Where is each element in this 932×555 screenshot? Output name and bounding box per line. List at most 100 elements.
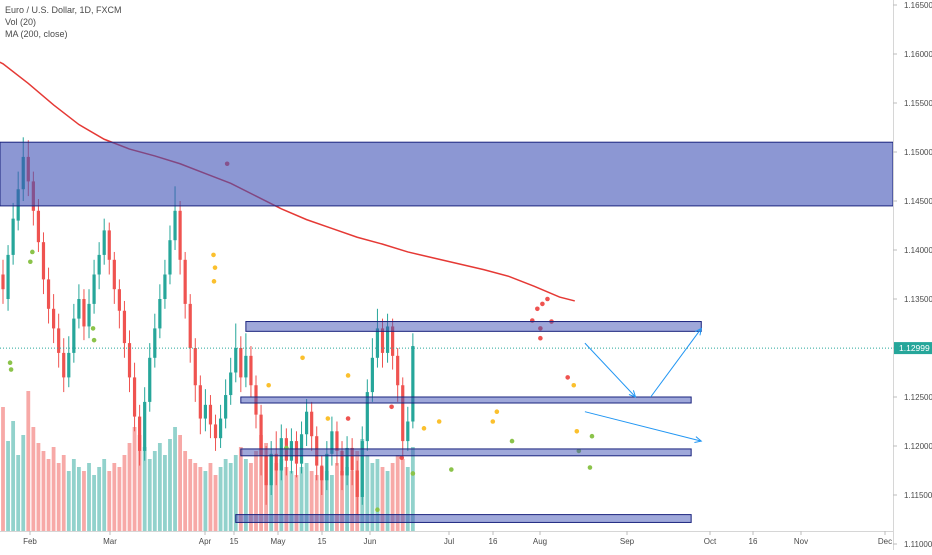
candle-body <box>380 328 385 353</box>
volume-bar <box>122 455 127 531</box>
candle-body <box>345 447 349 476</box>
volume-bar <box>208 463 213 531</box>
volume-bar <box>284 467 289 531</box>
candle <box>274 431 278 486</box>
signal-dot-red <box>545 296 550 302</box>
volume-bar <box>294 475 299 531</box>
volume-bar <box>71 459 76 531</box>
volume-bar <box>370 463 375 531</box>
volume-bar <box>314 475 319 531</box>
time-tick-label: Aug <box>533 537 547 546</box>
candle-body <box>320 465 324 481</box>
volume-bar <box>335 463 339 531</box>
signal-dot-red <box>345 416 351 421</box>
candle-body <box>385 326 390 353</box>
volume-bar <box>41 451 46 531</box>
candle <box>350 438 354 486</box>
price-axis[interactable]: 1.16500 1.16000 1.15500 1.15000 1.14500 1.140… <box>893 1 932 549</box>
candle-body <box>330 431 334 454</box>
signal-dot-yellow <box>211 279 217 284</box>
candle-body <box>132 377 137 417</box>
volume-bar <box>380 467 385 531</box>
volume-bar <box>299 467 304 531</box>
time-tick-label: Nov <box>794 537 808 546</box>
candle-body <box>122 310 127 344</box>
volume-bar <box>289 471 294 531</box>
signal-dot-green <box>509 438 515 444</box>
signal-dot-green <box>587 465 593 470</box>
candle <box>52 294 56 344</box>
candle <box>239 336 243 393</box>
candle <box>1 259 5 304</box>
candle-body <box>178 210 182 260</box>
time-axis[interactable]: Feb Mar Apr 15 May 15 Jun Jul 16 Aug Sep Oct 16 Nov De… <box>23 531 892 546</box>
candle-body <box>411 346 415 422</box>
volume-bar <box>330 475 334 531</box>
level-zone[interactable] <box>245 321 702 332</box>
volume-bar <box>56 463 61 531</box>
volume-bar <box>324 471 329 531</box>
signal-dot-red <box>565 375 570 380</box>
candle <box>67 336 71 388</box>
candle-body <box>406 421 410 442</box>
candle-body <box>87 303 91 327</box>
volume-bar <box>137 435 142 531</box>
candle <box>365 379 369 451</box>
signal-dot-red <box>399 455 405 461</box>
candle-body <box>355 470 359 497</box>
price-tick-label: 1.14000 <box>904 246 932 255</box>
volume-bar <box>233 455 238 531</box>
price-tick-label: 1.15000 <box>904 148 932 157</box>
candle <box>122 300 127 358</box>
candle <box>320 455 324 495</box>
signal-dot-yellow <box>421 426 427 431</box>
signal-dot-green <box>375 507 380 512</box>
level-zone[interactable] <box>240 396 692 404</box>
candle <box>46 267 51 324</box>
candle-body <box>375 328 380 358</box>
projection-arrow[interactable] <box>650 327 702 398</box>
candle <box>370 338 374 402</box>
price-tick-label: 1.13500 <box>904 295 932 304</box>
volume-bar <box>127 443 132 531</box>
candle-body <box>102 230 106 255</box>
resistance-zone-major[interactable] <box>0 141 894 207</box>
candle-body <box>203 404 207 419</box>
time-tick-label: Feb <box>23 537 37 546</box>
candle <box>310 401 314 451</box>
signal-dot-green <box>28 259 33 265</box>
candle-body <box>213 424 218 439</box>
candle-body <box>244 355 248 378</box>
candle-body <box>310 411 314 437</box>
level-zone[interactable] <box>240 448 692 457</box>
candle-body <box>6 254 10 299</box>
volume-bar <box>319 467 324 531</box>
price-tick-label: 1.16000 <box>904 50 932 59</box>
symbol-title[interactable]: Euro / U.S. Dollar, 1D, FXCM <box>5 5 122 15</box>
candle-body <box>264 455 268 486</box>
volume-bar <box>6 441 10 531</box>
volume-bar <box>350 471 355 531</box>
signal-dot-yellow <box>211 252 216 258</box>
candle <box>218 404 223 448</box>
candle <box>148 343 152 412</box>
volume-bar <box>21 435 26 531</box>
candle-body <box>173 210 177 241</box>
candle-body <box>259 414 263 456</box>
level-zone[interactable] <box>235 514 692 523</box>
volume-bar <box>66 471 71 531</box>
candle-body <box>229 372 233 396</box>
volume-indicator-label[interactable]: Vol (20) <box>5 17 37 27</box>
signal-dot-yellow <box>325 416 331 421</box>
projection-arrow[interactable] <box>584 342 637 398</box>
candle <box>97 242 101 290</box>
ma-indicator-label[interactable]: MA (200, close) <box>5 29 68 39</box>
signal-dot-green <box>589 433 595 439</box>
projection-arrow[interactable] <box>584 411 703 443</box>
signal-dot-yellow <box>266 382 271 388</box>
volume-bar <box>82 471 86 531</box>
candle-body <box>350 447 354 471</box>
arrow-shaft <box>584 411 702 442</box>
